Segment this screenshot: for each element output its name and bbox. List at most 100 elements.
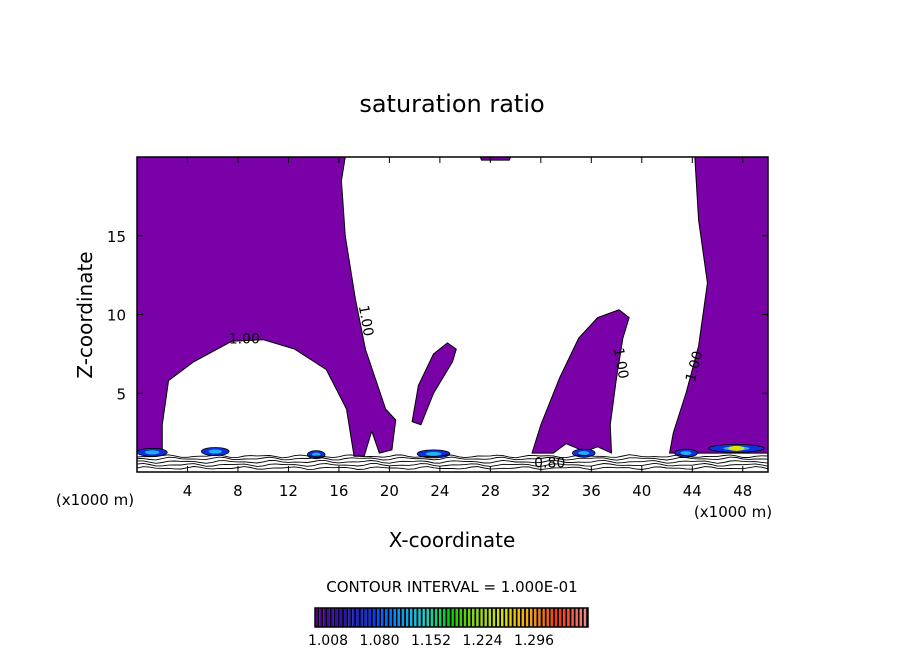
x-tick-label: 4 — [183, 482, 193, 500]
colorbar-stripe — [323, 608, 326, 627]
colorbar-gap — [544, 608, 547, 627]
chart-title: saturation ratio — [359, 90, 544, 118]
colorbar-stripe — [372, 608, 376, 627]
colorbar-gap — [420, 608, 423, 627]
x-tick-label: 32 — [531, 482, 550, 500]
colorbar-gap — [371, 608, 373, 627]
contour-line-1 — [136, 462, 769, 467]
colorbar-stripe — [497, 608, 500, 627]
colorbar-gap — [569, 608, 572, 627]
colorbar-gap — [548, 608, 551, 627]
colorbar-gap — [462, 608, 464, 627]
colorbar-gap — [428, 608, 431, 627]
colorbar-gap — [540, 608, 543, 627]
colorbar-stripe — [501, 608, 504, 627]
colorbar-gap — [383, 608, 386, 627]
colorbar-stripe — [579, 608, 583, 627]
colorbar-gap — [449, 608, 452, 627]
colorbar-stripe — [455, 608, 458, 627]
colorbar-stripe — [393, 608, 396, 627]
colorbar-gap — [478, 608, 481, 627]
colorbar-gap — [470, 608, 473, 627]
colorbar-gap — [375, 608, 378, 627]
colorbar-gap — [366, 608, 369, 627]
contour-labels: 1.00 1.00 1.00 1.00 0.80 — [229, 304, 707, 471]
colorbar-stripe — [451, 608, 454, 627]
colorbar-stripe — [517, 608, 520, 627]
colorbar-tick-labels: 1.008 1.080 1.152 1.224 1.296 — [308, 633, 554, 649]
colorbar-gap — [342, 608, 344, 627]
colorbar-tick-label: 1.152 — [411, 633, 451, 649]
colorbar-gap — [350, 608, 353, 627]
colorbar-gap — [391, 608, 394, 627]
colorbar-gap — [379, 608, 382, 627]
colorbar-stripe — [343, 608, 347, 627]
colorbar-gap — [482, 608, 485, 627]
shaded-regions — [136, 156, 769, 457]
colorbar-gap — [511, 608, 514, 627]
colorbar-stripe — [430, 608, 434, 627]
x-tick-label: 12 — [279, 482, 298, 500]
colorbar-stripe — [381, 608, 384, 627]
blob-core-1 — [208, 449, 222, 454]
colorbar-gap — [474, 608, 477, 627]
colorbar-stripe — [463, 608, 467, 627]
y-tick-label: 10 — [107, 307, 126, 325]
colorbar-stripe — [368, 608, 372, 627]
colorbar-gap — [346, 608, 349, 627]
colorbar-gap — [582, 608, 584, 627]
y-tick-label: 5 — [116, 385, 126, 403]
colorbar-gap — [553, 608, 555, 627]
x-tick-label: 24 — [430, 482, 449, 500]
colorbar-stripe — [422, 608, 425, 627]
colorbar-stripe — [488, 608, 492, 627]
colorbar-stripe — [426, 608, 429, 627]
colorbar-gap — [519, 608, 522, 627]
colorbar-stripe — [559, 608, 562, 627]
colorbar-stripe — [401, 608, 405, 627]
colorbar-gap — [416, 608, 419, 627]
shaded-region-1 — [411, 342, 457, 426]
colorbar-gap — [433, 608, 435, 627]
colorbar-gap — [424, 608, 427, 627]
colorbar-gap — [507, 608, 510, 627]
colorbar-stripe — [364, 608, 367, 627]
y-axis-ticks: 5 10 15 — [107, 228, 768, 403]
colorbar-stripe — [476, 608, 479, 627]
colorbar-stripe — [546, 608, 549, 627]
colorbar-stripe — [397, 608, 401, 627]
x-axis-ticks: 4 8 12 16 20 24 28 32 36 40 44 48 — [183, 157, 752, 500]
colorbar-stripe — [439, 608, 442, 627]
colorbar-stripe — [339, 608, 343, 627]
colorbar-stripe — [480, 608, 483, 627]
colorbar-stripe — [550, 608, 554, 627]
colorbar-gap — [457, 608, 460, 627]
contour-label: 1.00 — [355, 304, 376, 337]
colorbar-stripe — [459, 608, 463, 627]
colorbar-gap — [495, 608, 497, 627]
colorbar-gap — [325, 608, 328, 627]
colorbar-stripe — [319, 608, 322, 627]
colorbar-stripe — [509, 608, 512, 627]
colorbar-stripe — [542, 608, 545, 627]
x-tick-label: 16 — [329, 482, 348, 500]
colorbar-stripe — [521, 608, 525, 627]
colorbar-stripe — [352, 608, 355, 627]
colorbar-stripe — [447, 608, 450, 627]
colorbar-stripe — [583, 608, 587, 627]
shaded-region-3 — [669, 156, 769, 454]
colorbar-stripe — [571, 608, 574, 627]
colorbar-stripe — [505, 608, 508, 627]
colorbar-gap — [491, 608, 493, 627]
colorbar — [315, 608, 588, 627]
x-tick-label: 40 — [632, 482, 651, 500]
blob-core-5 — [680, 451, 692, 456]
contour-line-2 — [137, 459, 769, 464]
colorbar-stripe — [525, 608, 529, 627]
blob-core-2 — [312, 452, 321, 457]
x-tick-label: 36 — [582, 482, 601, 500]
colorbar-gap — [565, 608, 568, 627]
colorbar-gap — [532, 608, 535, 627]
colorbar-stripe — [563, 608, 566, 627]
